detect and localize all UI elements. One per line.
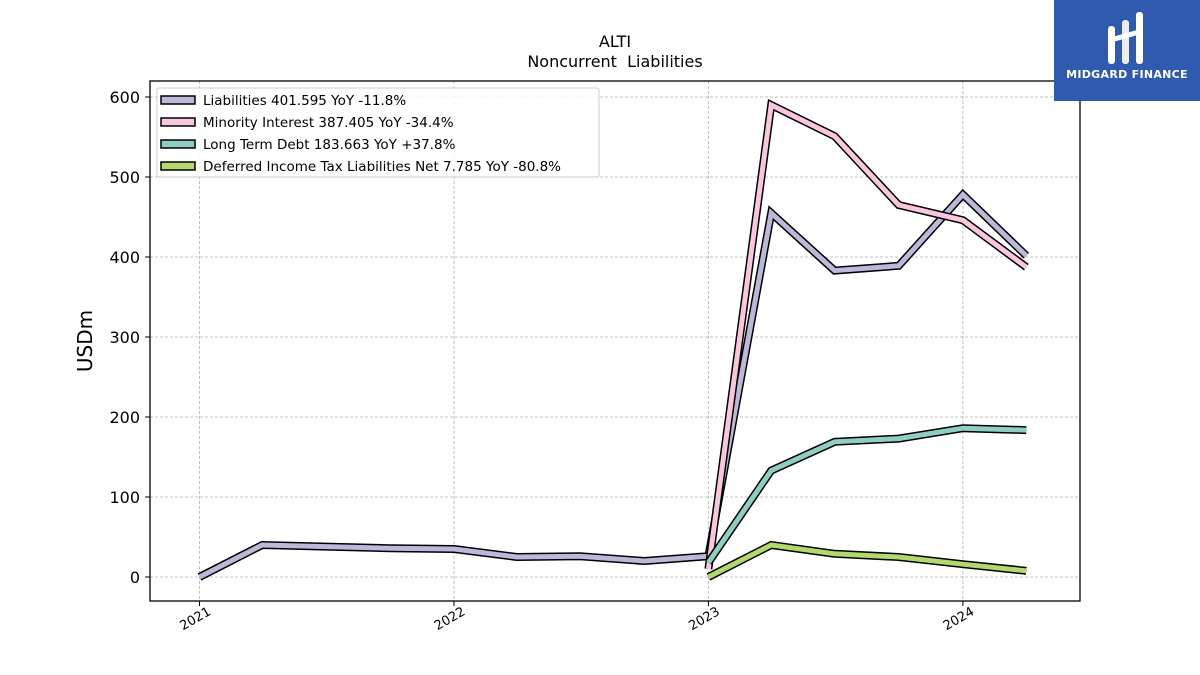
brand-logo: MIDGARD FINANCE	[1054, 0, 1200, 101]
series-lines	[197, 98, 1030, 581]
y-tick-label: 100	[109, 488, 140, 507]
series-line-stroke	[705, 101, 1028, 570]
logo-mark-icon	[1108, 12, 1143, 64]
series-line	[197, 188, 1030, 581]
legend-label: Liabilities 401.595 YoY -11.8%	[203, 93, 406, 109]
legend-label: Deferred Income Tax Liabilities Net 7.78…	[203, 159, 561, 175]
legend-swatch	[160, 161, 196, 171]
series-line-outline	[706, 540, 1027, 581]
y-tick-label: 500	[109, 168, 140, 187]
y-tick-label: 300	[109, 328, 140, 347]
y-tick-label: 200	[109, 408, 140, 427]
y-tick-label: 0	[130, 568, 140, 587]
x-tick-label: 2024	[941, 604, 977, 634]
series-line	[704, 98, 1029, 570]
legend-box	[156, 87, 600, 178]
series-line-stroke	[706, 425, 1027, 565]
series-line-outline	[197, 188, 1030, 581]
series-line	[706, 540, 1027, 581]
series-line-stroke	[707, 542, 1027, 580]
x-tick-label: 2022	[432, 604, 468, 634]
brand-name: MIDGARD FINANCE	[1066, 68, 1188, 81]
legend-label: Minority Interest 387.405 YoY -34.4%	[203, 115, 454, 131]
legend-label: Long Term Debt 183.663 YoY +37.8%	[203, 137, 456, 153]
y-axis-label: USDm	[73, 310, 97, 372]
y-tick-label: 400	[109, 248, 140, 267]
chart-title: ALTI	[599, 32, 631, 51]
y-tick-label: 600	[109, 88, 140, 107]
chart-subtitle: Noncurrent Liabilities	[527, 52, 702, 71]
legend-swatch	[160, 95, 196, 105]
legend: Liabilities 401.595 YoY -11.8% Minority I…	[156, 87, 600, 178]
legend-swatch	[160, 139, 196, 149]
plot-frame	[149, 80, 1081, 602]
x-tick-label: 2021	[177, 604, 213, 634]
y-axis: 0 100 200 300 400 500 600	[109, 88, 150, 587]
legend-swatch	[160, 117, 196, 127]
x-tick-label: 2023	[686, 604, 722, 634]
x-axis: 2021 2022 2023 2024	[177, 601, 977, 634]
series-line	[705, 424, 1027, 565]
series-line-stroke	[198, 191, 1029, 580]
